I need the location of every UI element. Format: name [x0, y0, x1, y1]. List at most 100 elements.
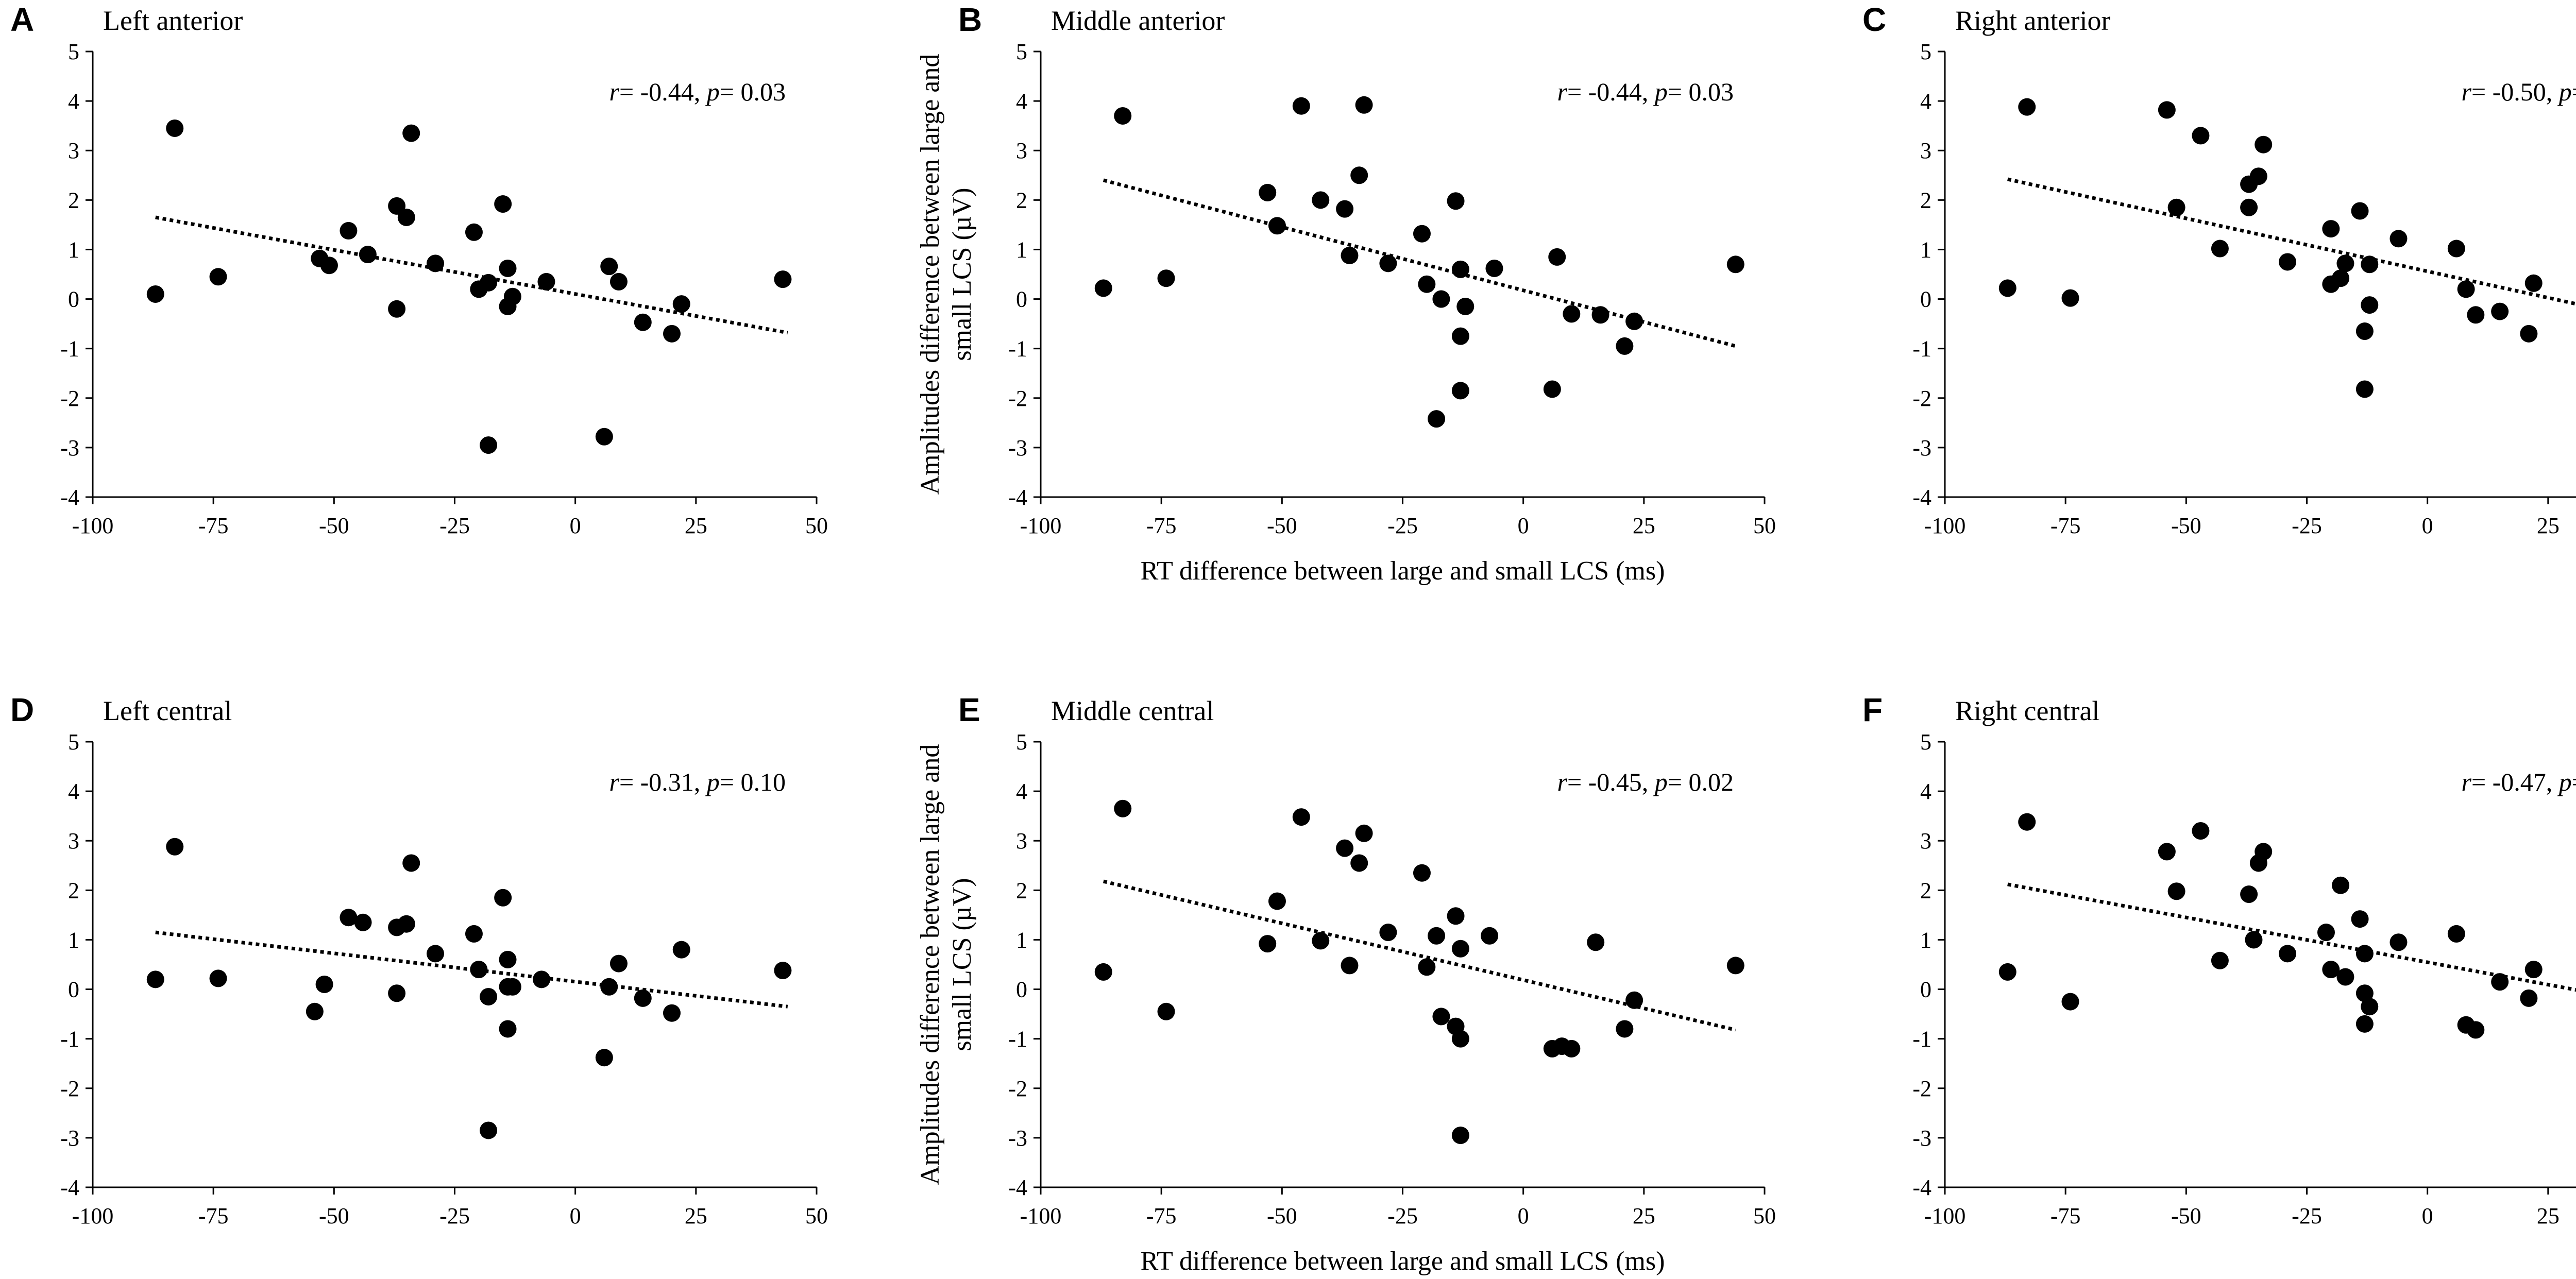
data-point	[595, 428, 613, 446]
y-tick-label: 2	[1920, 878, 1931, 903]
y-tick-label: 0	[68, 287, 79, 312]
data-point	[402, 854, 420, 872]
data-point	[600, 978, 618, 996]
y-tick-label: 4	[1920, 89, 1931, 114]
y-tick-label: 5	[68, 39, 79, 64]
x-tick-label: -25	[1387, 1203, 1418, 1229]
data-point	[499, 1020, 517, 1038]
y-tick-label: -2	[60, 386, 79, 411]
r-value: = -0.45,	[1567, 768, 1655, 796]
data-point	[1350, 854, 1368, 872]
y-tick-label: 2	[1016, 878, 1027, 903]
y-tick-label: -4	[1912, 485, 1931, 510]
data-point	[2061, 993, 2079, 1011]
y-tick-label: -3	[60, 435, 79, 461]
panel-f: F Right central -4 -3 -2 -1 0 1 2 3 4 5 -100 -75 -50 -2…	[1862, 691, 2576, 1229]
r-value: = -0.44,	[1567, 77, 1655, 106]
x-tick-label: 25	[1633, 1203, 1655, 1229]
data-point	[2336, 968, 2354, 986]
x-tick-label: -25	[439, 513, 470, 538]
stats-annotation: r= -0.50, p= 0.02	[2461, 77, 2576, 106]
data-point	[672, 295, 690, 313]
data-point	[2355, 945, 2374, 963]
data-point	[1350, 166, 1368, 184]
data-point	[1432, 290, 1450, 308]
data-point	[359, 246, 377, 264]
panel-title: Left central	[103, 695, 232, 726]
x-tick-label: -25	[2292, 513, 2322, 538]
y-tick-label: -2	[1008, 386, 1027, 411]
data-point	[1292, 97, 1310, 115]
data-point	[1563, 1039, 1581, 1058]
stats-annotation: r= -0.47, p= 0.02	[2461, 768, 2576, 796]
panel-title: Right central	[1955, 695, 2099, 726]
y-tick-label: 2	[1920, 187, 1931, 213]
data-point	[1451, 260, 1469, 278]
data-point	[2322, 220, 2340, 238]
data-point	[2351, 202, 2369, 220]
p-value: = 0.02	[2572, 768, 2576, 796]
data-point	[2520, 989, 2538, 1007]
data-point	[2167, 882, 2185, 900]
x-axis-title: RT difference between large and small LC…	[1141, 556, 1665, 586]
x-tick-label: -75	[1146, 513, 1177, 538]
r-symbol: r	[1557, 77, 1567, 106]
r-symbol: r	[609, 768, 619, 796]
data-point	[600, 258, 618, 276]
stats-annotation: r= -0.31, p= 0.10	[609, 768, 786, 796]
data-point	[2061, 289, 2079, 307]
x-tick-label: 25	[2537, 1203, 2560, 1229]
data-point	[634, 313, 652, 331]
data-point	[397, 915, 415, 933]
data-point	[499, 950, 517, 968]
data-point	[1094, 963, 1112, 981]
r-symbol: r	[1557, 768, 1567, 796]
y-tick-label: -3	[1912, 1125, 1931, 1151]
y-tick-label: -4	[1008, 485, 1027, 510]
data-point	[1481, 927, 1499, 945]
data-point	[480, 274, 498, 292]
data-point	[1157, 1002, 1175, 1020]
trendline	[1103, 178, 1736, 348]
data-point	[340, 909, 358, 927]
y-tick-label: 0	[1016, 977, 1027, 1002]
data-point	[427, 254, 445, 272]
r-symbol: r	[609, 77, 619, 106]
data-point	[537, 272, 555, 291]
panel-letter: A	[10, 1, 34, 38]
x-tick-label: -100	[72, 513, 114, 538]
r-symbol: r	[2461, 77, 2471, 106]
y-axis-title: Amplitudes difference between large ands…	[916, 744, 977, 1185]
data-point	[2355, 1015, 2374, 1033]
y-tick-label: 5	[1920, 729, 1931, 755]
x-tick-label: -50	[1267, 513, 1297, 538]
x-tick-label: -75	[198, 1203, 229, 1229]
data-point	[1451, 382, 1469, 400]
x-tick-label: 25	[685, 1203, 707, 1229]
panel-letter: D	[10, 691, 34, 728]
y-tick-label: 1	[1920, 237, 1931, 262]
data-point	[340, 221, 358, 240]
p-value: = 0.02	[2572, 77, 2576, 106]
x-tick-label: 25	[685, 513, 707, 538]
x-tick-label: 50	[805, 513, 828, 538]
data-point	[503, 978, 521, 996]
panel-letter: E	[958, 691, 980, 728]
r-value: = -0.50,	[2471, 77, 2559, 106]
data-point	[1616, 1020, 1634, 1038]
p-symbol: p	[2557, 768, 2572, 796]
x-tick-label: 0	[570, 1203, 581, 1229]
x-tick-label: -25	[2292, 1203, 2322, 1229]
data-point	[2018, 98, 2036, 116]
data-point	[480, 436, 498, 454]
data-point	[2018, 813, 2036, 831]
y-tick-label: 4	[1016, 779, 1027, 804]
data-point	[2520, 325, 2538, 343]
y-tick-label: 3	[68, 138, 79, 163]
data-point	[1456, 297, 1475, 315]
data-point	[2158, 843, 2176, 861]
y-tick-label: 1	[1016, 927, 1027, 952]
x-tick-label: -50	[1267, 1203, 1297, 1229]
data-point	[306, 1002, 324, 1020]
